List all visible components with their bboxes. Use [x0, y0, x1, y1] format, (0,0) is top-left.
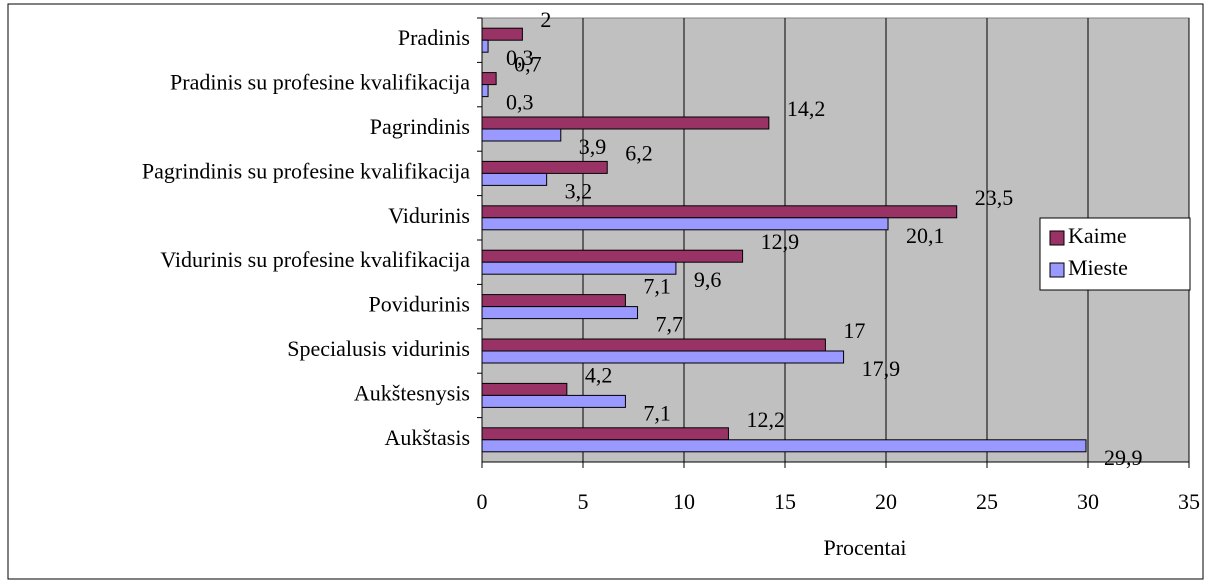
data-label: 2: [540, 7, 551, 32]
bar: [481, 427, 729, 441]
bar: [481, 350, 845, 364]
y-tick-label: Pradinis: [398, 25, 470, 50]
data-label: 0,3: [506, 45, 534, 70]
data-label: 6,2: [625, 140, 653, 165]
data-label: 7,1: [643, 274, 671, 299]
x-tick-label: 20: [875, 489, 897, 514]
y-tick-label: Specialusis vidurinis: [287, 336, 470, 361]
x-axis-label: Procentai: [823, 535, 906, 560]
data-label: 3,9: [579, 134, 607, 159]
bar: [481, 128, 562, 142]
data-label: 0,7: [514, 52, 542, 77]
data-label: 4,2: [585, 362, 613, 387]
bar: [481, 205, 958, 219]
legend-swatch: [1049, 262, 1065, 278]
bar: [481, 249, 744, 263]
bar: [481, 338, 826, 352]
data-label: 14,2: [787, 96, 826, 121]
data-label: 17,9: [862, 356, 901, 381]
legend-box: [1039, 217, 1191, 291]
bar: [481, 294, 626, 308]
data-label: 0,3: [506, 90, 534, 115]
y-tick-label: Aukštesnysis: [354, 380, 470, 405]
data-label: 12,2: [746, 407, 785, 432]
legend-label: Mieste: [1068, 255, 1128, 280]
data-label: 3,2: [565, 178, 593, 203]
bar: [481, 172, 548, 186]
bar: [481, 261, 677, 275]
data-label: 7,1: [643, 400, 671, 425]
data-label: 23,5: [975, 185, 1014, 210]
x-tick-label: 5: [578, 489, 589, 514]
bar: [481, 394, 626, 408]
y-tick-label: Pagrindinis su profesine kvalifikacija: [142, 158, 470, 183]
x-tick-label: 25: [976, 489, 998, 514]
bar: [481, 160, 608, 174]
bar: [481, 27, 523, 41]
data-label: 7,7: [656, 312, 684, 337]
legend-swatch: [1049, 230, 1065, 246]
data-label: 20,1: [906, 223, 945, 248]
bar: [481, 439, 1087, 453]
x-tick-label: 30: [1077, 489, 1099, 514]
bar: [481, 382, 568, 396]
y-tick-label: Vidurinis: [388, 203, 470, 228]
y-tick-label: Vidurinis su profesine kvalifikacija: [160, 247, 470, 272]
bar: [481, 39, 489, 53]
data-label: 17: [843, 318, 865, 343]
data-label: 29,9: [1104, 445, 1143, 470]
x-tick-label: 35: [1178, 489, 1200, 514]
bar: [481, 217, 889, 231]
y-tick-label: Pagrindinis: [370, 114, 470, 139]
data-label: 9,6: [694, 267, 722, 292]
x-tick-label: 15: [774, 489, 796, 514]
bar: [481, 84, 489, 98]
bar: [481, 72, 497, 86]
y-tick-label: Aukštasis: [384, 425, 470, 450]
data-label: 12,9: [761, 229, 800, 254]
y-tick-label: Povidurinis: [369, 292, 470, 317]
y-tick-label: Pradinis su profesine kvalifikacija: [170, 70, 470, 95]
x-tick-label: 0: [477, 489, 488, 514]
legend-label: Kaime: [1068, 223, 1127, 248]
x-tick-label: 10: [673, 489, 695, 514]
bar: [481, 306, 639, 320]
bar: [481, 116, 770, 130]
